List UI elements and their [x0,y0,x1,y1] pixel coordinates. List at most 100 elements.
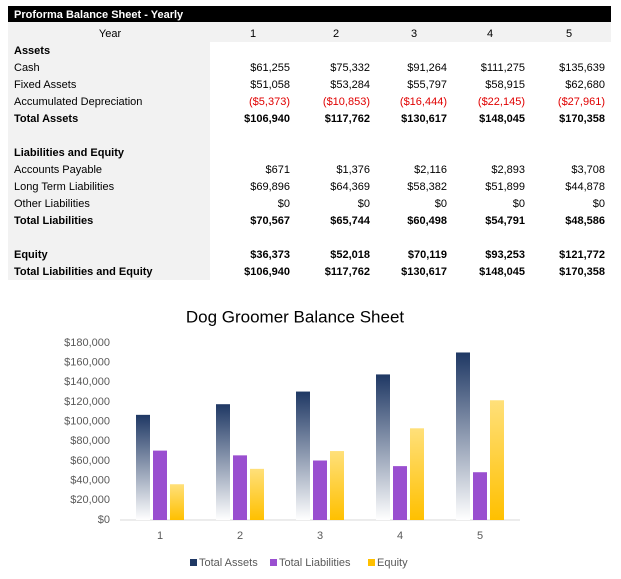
table-cell: $111,275 [481,62,525,74]
table-cell: $106,940 [244,113,290,125]
table-cell: $117,762 [325,113,370,125]
x-tick-label: 2 [237,530,243,542]
table-cell: $106,940 [244,266,290,278]
row-label: Long Term Liabilities [14,181,115,193]
legend-swatch [368,559,375,566]
table-cell: $70,119 [408,249,447,261]
table-cell: $55,797 [407,79,447,91]
header-cell: 4 [487,28,493,40]
y-tick-label: $60,000 [70,455,110,467]
header-cell: 2 [333,28,339,40]
y-tick-label: $120,000 [64,396,110,408]
bar [136,414,150,520]
table-cell: ($5,373) [249,96,290,108]
table-cell: $0 [593,198,605,210]
table-cell: $0 [435,198,447,210]
table-title: Proforma Balance Sheet - Yearly [14,9,184,21]
header-cell: 5 [566,28,572,40]
bar [216,404,230,520]
table-cell: $0 [278,198,290,210]
row-label: Total Liabilities [14,215,93,227]
legend-label: Total Liabilities [279,557,351,569]
table-cell: $51,899 [485,181,525,193]
table-cell: $64,369 [330,181,370,193]
table-cell: $0 [358,198,370,210]
y-tick-label: $100,000 [64,416,110,428]
table-cell: $48,586 [565,215,605,227]
y-tick-label: $140,000 [64,376,110,388]
table-cell: $65,744 [330,215,371,227]
table-cell: $61,255 [250,62,290,74]
table-cell: $62,680 [565,79,605,91]
table-cell: $69,896 [250,181,290,193]
table-cell: $53,284 [330,79,370,91]
table-cell: ($10,853) [323,96,370,108]
table-cell: $75,332 [330,62,370,74]
row-label: Liabilities and Equity [14,147,125,159]
table-cell: $117,762 [325,266,370,278]
bar [296,391,310,520]
table-cell: $91,264 [407,62,447,74]
header-cell: 3 [411,28,417,40]
bar [456,352,470,520]
table-cell: $0 [513,198,525,210]
table-title-bar [8,6,611,22]
table-cell: $36,373 [250,249,290,261]
row-label: Equity [14,249,48,261]
x-tick-label: 3 [317,530,323,542]
bar [170,484,184,520]
table-cell: $135,639 [559,62,605,74]
bar [153,450,167,520]
x-tick-label: 4 [397,530,403,542]
bar [490,400,504,520]
table-cell: $2,893 [491,164,525,176]
row-label: Assets [14,45,50,57]
x-tick-label: 1 [157,530,163,542]
table-cell: $58,382 [407,181,447,193]
table-cell: ($22,145) [478,96,525,108]
y-tick-label: $80,000 [70,435,110,447]
table-cell: $130,617 [401,266,447,278]
table-cell: $121,772 [559,249,605,261]
table-cell: $54,791 [485,215,525,227]
row-label: Accumulated Depreciation [14,96,142,108]
bar [250,468,264,520]
row-label: Other Liabilities [14,198,90,210]
bar [393,466,407,520]
row-label: Accounts Payable [14,164,102,176]
row-label: Total Assets [14,113,78,125]
y-tick-label: $40,000 [70,475,110,487]
x-tick-label: 5 [477,530,483,542]
table-cell: $170,358 [559,113,605,125]
label-column-bg [8,42,210,280]
table-cell: $44,878 [565,181,605,193]
header-cell: Year [99,28,122,40]
legend-label: Equity [377,557,408,569]
table-cell: $70,567 [250,215,290,227]
chart-title: Dog Groomer Balance Sheet [186,307,405,326]
table-cell: $130,617 [401,113,447,125]
table-cell: $58,915 [485,79,525,91]
header-cell: 1 [250,28,256,40]
table-cell: $93,253 [485,249,525,261]
table-cell: $671 [266,164,290,176]
table-cell: $3,708 [571,164,605,176]
table-cell: ($16,444) [400,96,447,108]
row-label: Fixed Assets [14,79,77,91]
table-cell: $170,358 [559,266,605,278]
y-tick-label: $160,000 [64,357,110,369]
header-row-bg [8,22,611,42]
bar [330,451,344,520]
table-cell: $148,045 [479,266,525,278]
legend-swatch [190,559,197,566]
y-tick-label: $180,000 [64,337,110,349]
table-cell: $2,116 [414,164,447,176]
y-tick-label: $20,000 [70,494,110,506]
row-label: Total Liabilities and Equity [14,266,153,278]
row-label: Cash [14,62,40,74]
legend-swatch [270,559,277,566]
bar [376,374,390,520]
table-cell: $51,058 [250,79,290,91]
table-cell: $52,018 [330,249,370,261]
